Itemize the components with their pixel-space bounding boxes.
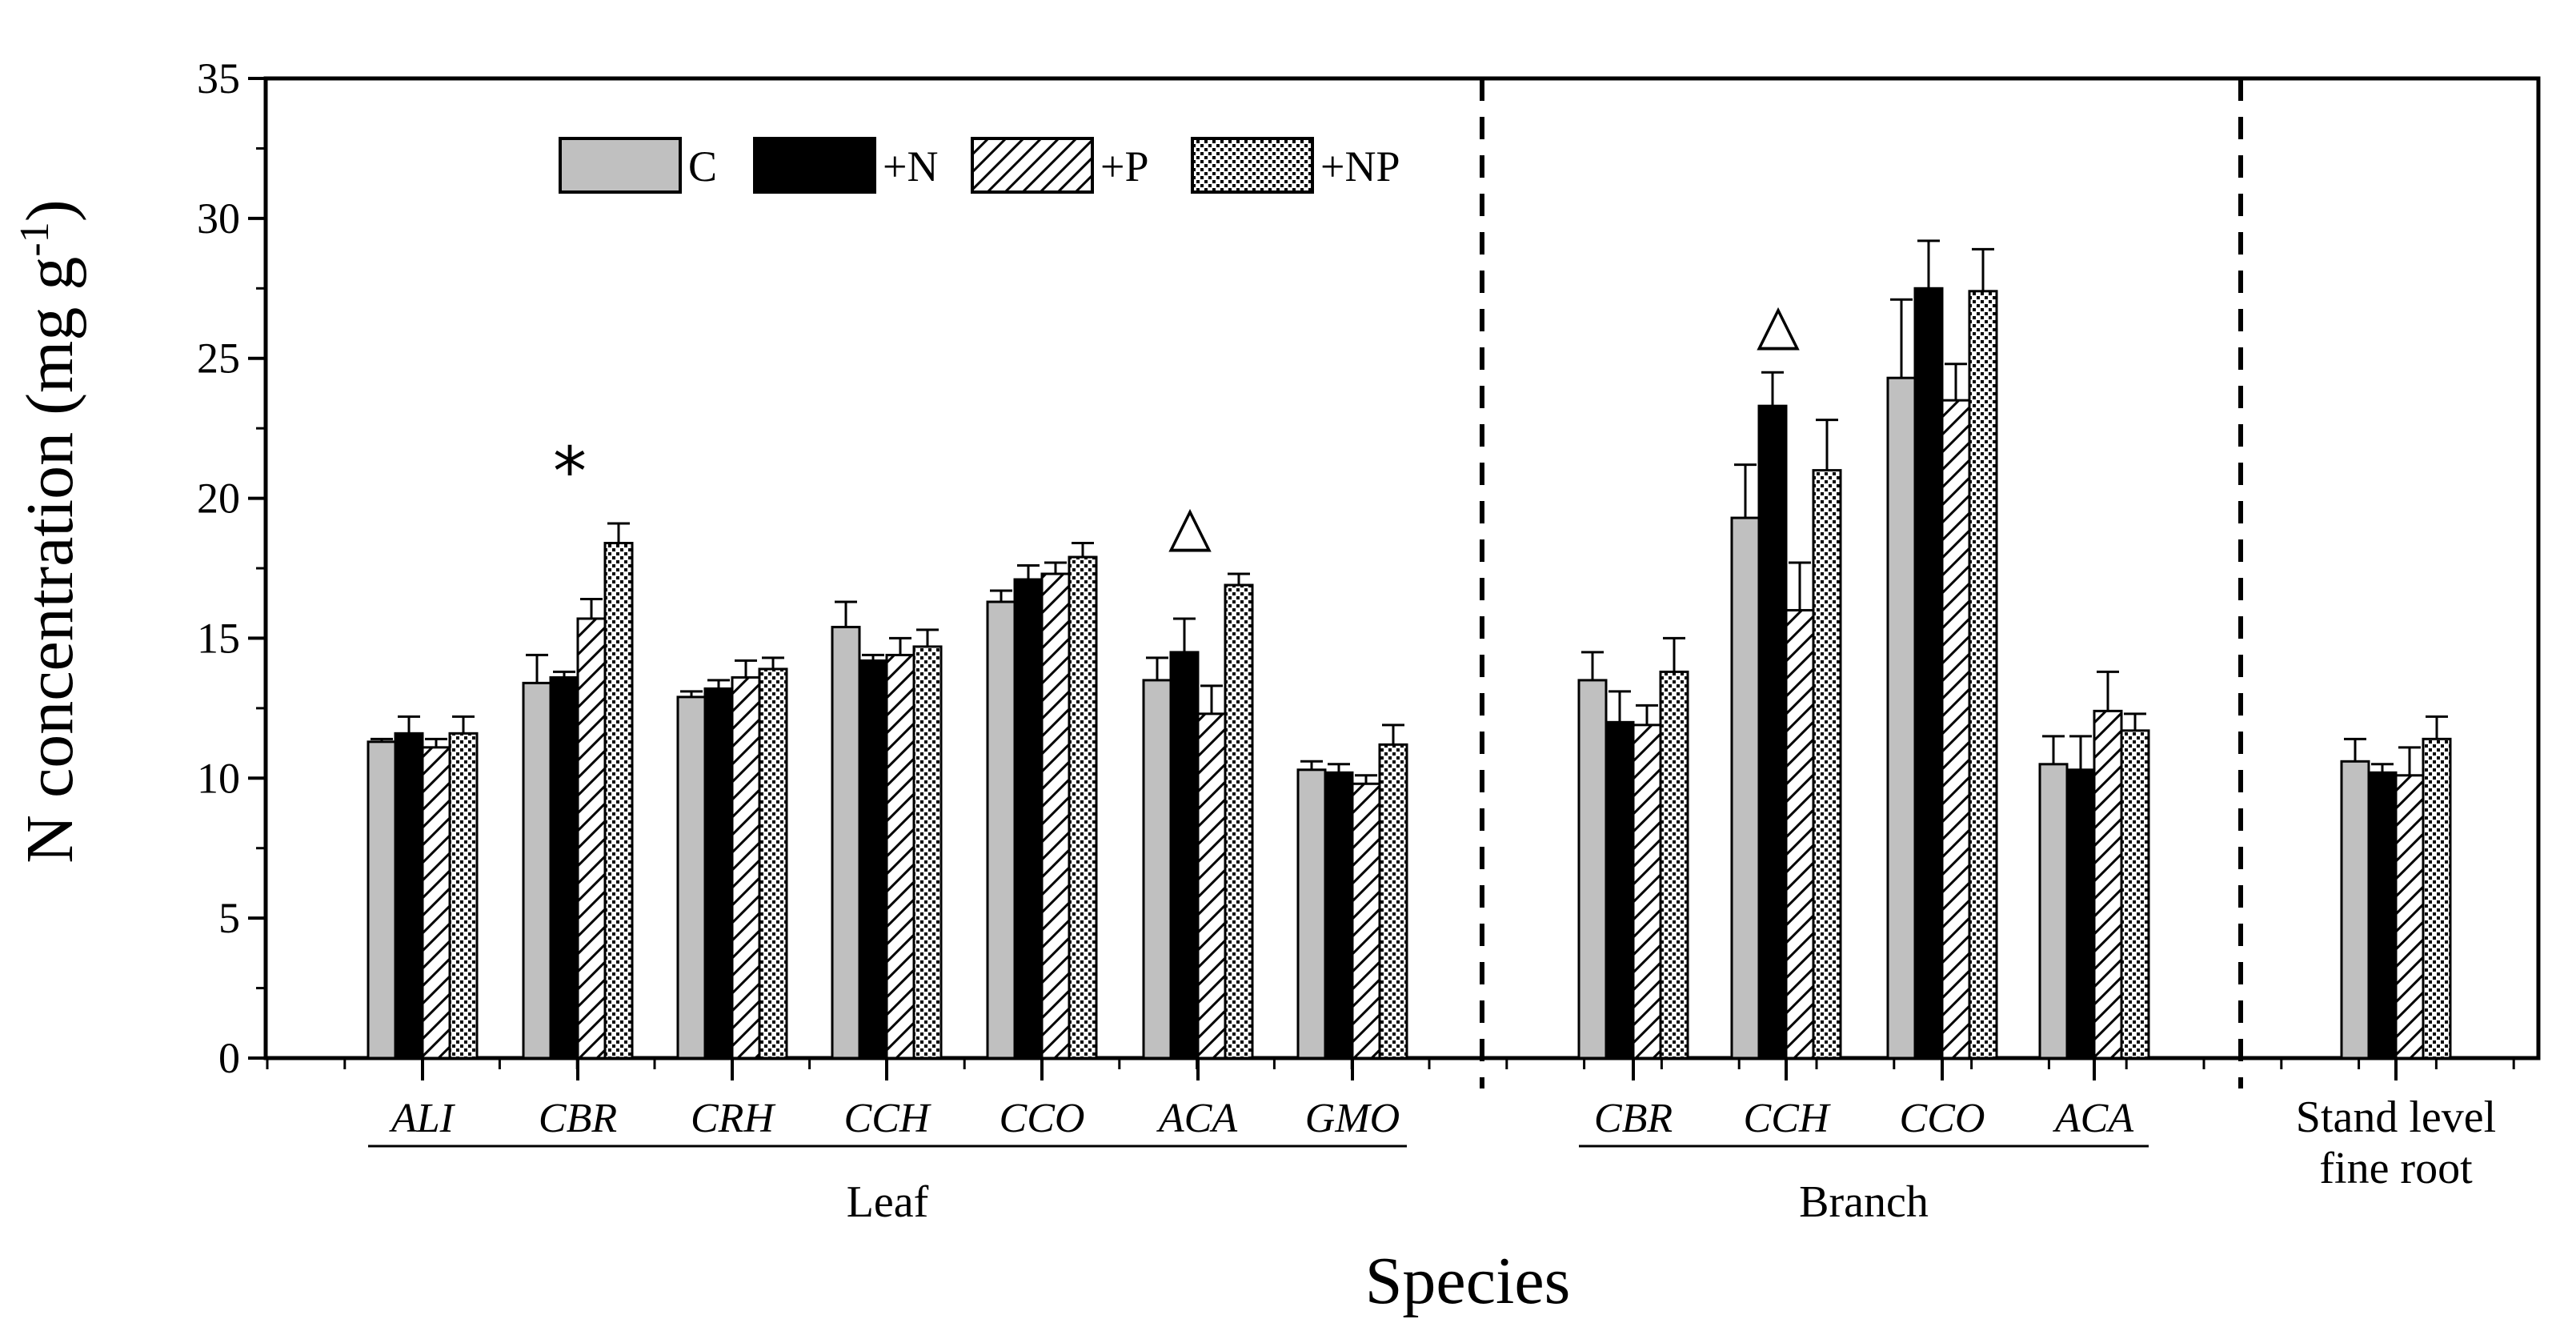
group-label-line: Stand level	[2296, 1092, 2496, 1142]
bar-plus-np	[1659, 670, 1689, 1060]
bar-c	[831, 625, 861, 1060]
bar-plus-p	[576, 617, 607, 1060]
bar-plus-p	[885, 653, 915, 1060]
category-label: CBR	[1594, 1096, 1673, 1141]
y-axis-title-sup: -1	[12, 222, 58, 256]
bar-plus-np	[1068, 555, 1098, 1060]
legend-swatch-plus-n	[753, 137, 876, 194]
category-label: CCH	[844, 1096, 931, 1141]
bar-c	[1577, 679, 1608, 1060]
x-axis-title: Species	[1365, 1244, 1571, 1318]
bar-plus-np	[758, 667, 788, 1060]
bar-plus-n	[2367, 771, 2398, 1060]
legend-label: C	[688, 142, 717, 190]
significance-annotation: *	[553, 432, 587, 511]
bar-plus-p	[731, 676, 761, 1060]
legend-swatch-plus-np	[1191, 137, 1314, 194]
bar-plus-np	[1812, 469, 1842, 1060]
bar-plus-p	[421, 746, 451, 1060]
category-label: CCO	[1900, 1096, 1985, 1141]
category-label: CCH	[1744, 1096, 1831, 1141]
bar-plus-p	[1632, 724, 1662, 1060]
bar-plus-p	[1040, 572, 1071, 1060]
y-tick-label: 10	[197, 754, 240, 802]
bar-c	[522, 681, 552, 1060]
bar-plus-n	[1169, 651, 1200, 1060]
bar-c	[1730, 516, 1761, 1060]
legend-label: +NP	[1320, 142, 1400, 190]
significance-annotation: △	[1757, 291, 1800, 357]
bar-c	[1886, 376, 1917, 1060]
bar-c	[986, 600, 1016, 1060]
category-label: CBR	[539, 1096, 617, 1141]
bar-c	[2038, 763, 2069, 1060]
y-axis-title-main: N concentration (mg g	[13, 257, 87, 864]
category-label: GMO	[1305, 1096, 1400, 1141]
category-label: CRH	[691, 1096, 775, 1141]
bar-plus-np	[2422, 737, 2452, 1060]
bar-c	[1142, 679, 1172, 1060]
bar-plus-p	[1196, 712, 1227, 1060]
bar-plus-np	[912, 645, 943, 1060]
bar-plus-n	[2065, 768, 2096, 1060]
y-tick-label: 35	[197, 54, 240, 102]
plot-area: 0 5 10 15 20 25 30 35 ALI CBR * CRH CCH CCO ACA △ GMO Lea…	[197, 54, 2541, 1227]
significance-annotation: △	[1168, 493, 1212, 559]
bar-plus-n	[703, 687, 734, 1060]
legend-swatch-plus-p	[971, 137, 1094, 194]
bar-plus-n	[1324, 771, 1354, 1060]
legend-label: +P	[1100, 142, 1149, 190]
bar-plus-p	[1941, 399, 1971, 1060]
category-label: CCO	[1000, 1096, 1085, 1141]
category-label: ACA	[2053, 1096, 2133, 1141]
bar-plus-p	[1351, 782, 1381, 1060]
bar-plus-p	[2093, 709, 2123, 1060]
bar-plus-np	[448, 732, 479, 1060]
bar-plus-n	[858, 659, 888, 1060]
y-axis-title-close: )	[13, 199, 87, 222]
y-tick-label: 0	[218, 1034, 240, 1082]
group-label: Branch	[1799, 1177, 1929, 1227]
bar-plus-np	[1968, 290, 1998, 1060]
bar-plus-p	[1785, 608, 1815, 1060]
y-tick-label: 15	[197, 614, 240, 662]
bar-plus-n	[1013, 578, 1044, 1060]
bar-plus-np	[2120, 729, 2150, 1060]
bar-plus-n	[394, 732, 424, 1060]
bar-plus-n	[1913, 287, 1944, 1060]
bar-c	[676, 696, 707, 1060]
bar-c	[2340, 760, 2370, 1060]
group-label: Leaf	[847, 1177, 929, 1227]
bar-c	[1296, 768, 1327, 1060]
y-tick-label: 5	[218, 894, 240, 942]
bar-plus-n	[1604, 720, 1635, 1060]
y-axis-title: N concentration (mg g-1)	[12, 199, 87, 863]
bar-plus-np	[603, 542, 634, 1060]
bar-plus-np	[1224, 583, 1254, 1060]
category-label: ACA	[1156, 1096, 1237, 1141]
bar-plus-n	[549, 676, 579, 1060]
y-tick-label: 20	[197, 475, 240, 523]
category-label: ALI	[389, 1096, 456, 1141]
bar-plus-p	[2394, 774, 2425, 1060]
legend: C +N +P +NP	[559, 137, 1400, 194]
y-tick-label: 30	[197, 194, 240, 243]
bar-plus-np	[1378, 743, 1408, 1060]
y-tick-label: 25	[197, 335, 240, 383]
group-label-line: fine root	[2319, 1144, 2473, 1193]
bar-plus-n	[1757, 404, 1788, 1060]
bar-c	[367, 740, 397, 1060]
legend-swatch-c	[559, 137, 682, 194]
legend-label: +N	[883, 142, 938, 190]
